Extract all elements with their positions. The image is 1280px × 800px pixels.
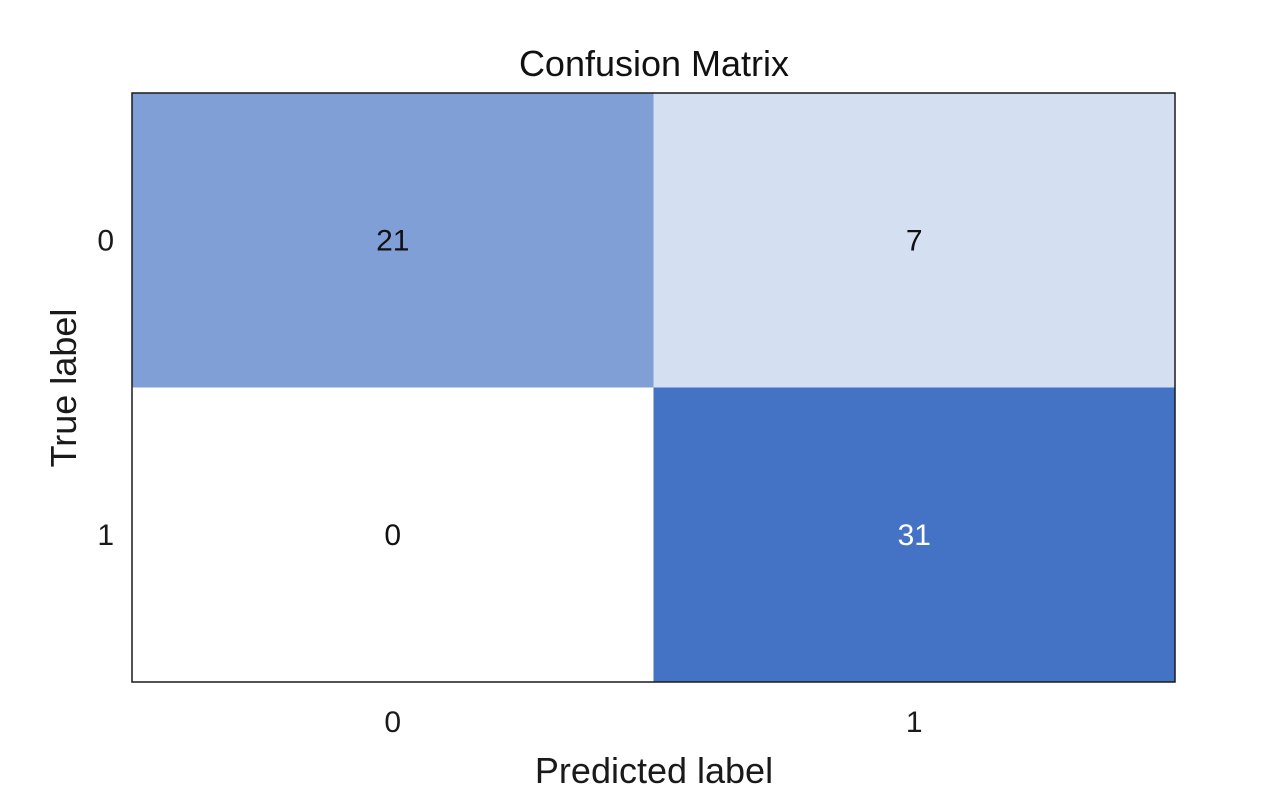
cell-value-r1-c0: 0 <box>384 519 401 552</box>
x-axis-label: Predicted label <box>535 750 773 791</box>
chart-title: Confusion Matrix <box>519 43 789 84</box>
heatmap-cells <box>132 93 1176 683</box>
x-tick-label-1: 1 <box>906 706 923 739</box>
cell-value-r1-c1: 31 <box>898 519 931 552</box>
heatmap-cell-r0-c1 <box>653 93 1176 388</box>
heatmap-cell-r1-c1 <box>653 387 1176 683</box>
cell-value-r0-c1: 7 <box>906 224 923 257</box>
heatmap-cell-r0-c0 <box>132 93 654 388</box>
y-tick-label-1: 1 <box>97 519 114 552</box>
cell-value-r0-c0: 21 <box>376 224 409 257</box>
x-tick-label-0: 0 <box>384 706 401 739</box>
heatmap-cell-labels: 21 7 0 31 <box>376 224 931 552</box>
plot-frame <box>131 92 1176 683</box>
y-tick-label-0: 0 <box>97 224 114 257</box>
y-axis-label: True label <box>43 309 84 468</box>
y-axis-ticks: 01 <box>97 224 114 552</box>
heatmap-cell-r1-c0 <box>132 387 654 683</box>
